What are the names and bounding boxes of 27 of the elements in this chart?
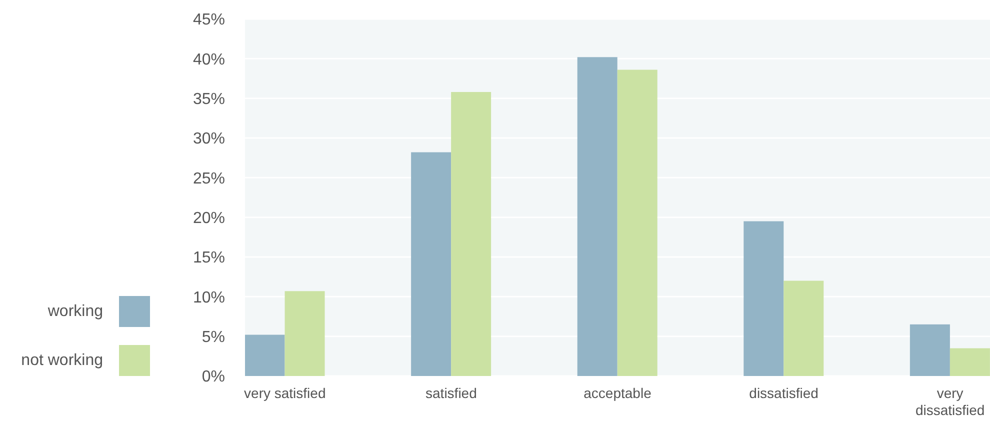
bar [451, 92, 492, 376]
y-tick-label: 10% [192, 289, 225, 306]
bar [411, 152, 452, 376]
y-tick-label: 30% [192, 130, 225, 148]
x-tick-label: very dissatisfied [915, 384, 985, 418]
y-tick-label: 45% [192, 12, 225, 29]
y-tick-label: 40% [192, 51, 225, 68]
bar [910, 324, 950, 376]
x-tick-label: very satisfied [244, 384, 326, 401]
y-tick-label: 35% [192, 91, 225, 108]
x-tick-label: dissatisfied [749, 384, 818, 401]
y-tick-label: 20% [192, 210, 225, 228]
y-tick-label: 5% [202, 329, 225, 346]
bar [245, 334, 285, 376]
bar [284, 291, 325, 376]
legend-label: not working [20, 352, 103, 370]
bar [784, 280, 824, 376]
y-tick-label: 0% [202, 368, 225, 386]
bar [577, 57, 618, 376]
y-tick-label: 15% [192, 250, 225, 267]
bar [744, 221, 784, 376]
x-tick-label: satisfied [426, 384, 477, 401]
bar [617, 70, 658, 376]
bar [950, 348, 990, 376]
x-tick-label: acceptable [584, 384, 652, 401]
legend-label: working [46, 302, 103, 320]
y-tick-label: 25% [192, 170, 225, 188]
